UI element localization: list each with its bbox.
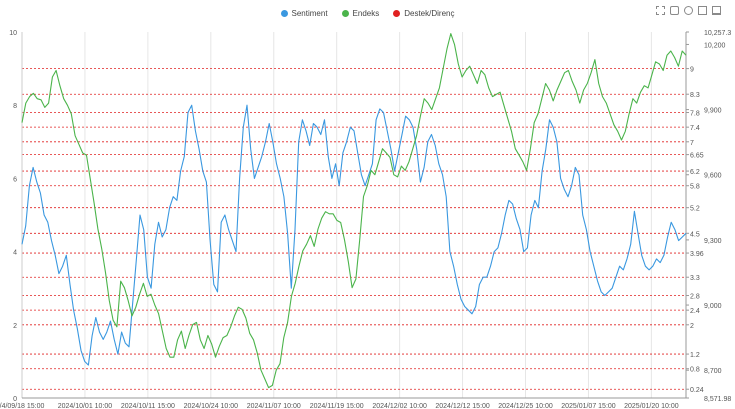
level-label: 4.5 [690, 231, 700, 238]
x-tick-label: 2024/12/25 10:00 [498, 403, 553, 409]
level-label: 5.2 [690, 206, 700, 213]
legend-marker-destek-direnc [393, 9, 401, 17]
y-right-tick-label: 8,571.98 [704, 396, 731, 403]
legend-marker-endeks [341, 9, 349, 17]
level-label: 7.8 [690, 111, 700, 118]
y-right-tick-label: 9,300 [704, 238, 722, 245]
y-left-tick-label: 2 [13, 323, 17, 330]
y-right-tick-label: 9,900 [704, 108, 722, 115]
y-right-tick-label: 10,200 [704, 42, 726, 49]
restore-icon[interactable] [684, 6, 693, 15]
level-label: 5.8 [690, 184, 700, 191]
level-label: 2.8 [690, 294, 700, 301]
x-tick-label: 2024/10/11 15:00 [121, 403, 175, 409]
x-tick-label: 2024/10/24 10:00 [184, 403, 239, 409]
legend-item-sentiment[interactable]: Sentiment [280, 6, 328, 20]
legend-label-sentiment: Sentiment [291, 8, 328, 18]
y-left-tick-label: 8 [13, 103, 17, 110]
save-image-icon[interactable] [712, 6, 721, 15]
y-left-tick-label: 4 [13, 250, 17, 257]
zoom-reset-icon[interactable] [670, 6, 679, 15]
level-label: 2 [690, 323, 694, 330]
x-tick-label: 2025/01/07 15:00 [561, 403, 616, 409]
x-tick-label: 2024/12/12 15:00 [435, 403, 490, 409]
series-line-endeks [21, 33, 687, 389]
y-right-tick-label: 9,000 [704, 303, 722, 310]
x-tick-label: 2025/01/20 10:00 [624, 403, 679, 409]
level-label: 0.24 [690, 387, 704, 394]
y-left-tick-label: 10 [9, 30, 17, 37]
y-left-tick-label: 0 [13, 396, 17, 403]
level-label: 1.2 [690, 352, 700, 359]
legend-marker-sentiment [280, 9, 288, 17]
y-right-tick-label: 10,257.3 [704, 30, 731, 37]
x-tick-label: 2024/11/07 10:00 [247, 403, 301, 409]
y-right-tick-label: 8,700 [704, 368, 722, 375]
y-left-tick-label: 6 [13, 176, 17, 183]
legend-item-endeks[interactable]: Endeks [341, 6, 380, 20]
legend-label-destek-direnc: Destek/Direnç [404, 8, 455, 18]
level-label: 0.8 [690, 367, 700, 374]
zoom-icon[interactable] [656, 6, 665, 15]
y-right-tick-label: 9,600 [704, 173, 722, 180]
toolbox [656, 6, 721, 15]
series-line-sentiment [21, 104, 687, 366]
x-tick-label: /4/09/18 15:00 [0, 403, 44, 409]
x-tick-label: 2024/11/19 15:00 [310, 403, 364, 409]
level-label: 9 [690, 67, 694, 74]
level-label: 8.3 [690, 92, 700, 99]
data-view-icon[interactable] [698, 6, 707, 15]
level-label: 7.4 [690, 125, 700, 132]
x-tick-label: 2024/10/01 10:00 [58, 403, 113, 409]
legend: Sentiment Endeks Destek/Direnç [0, 6, 735, 20]
legend-item-destek-direnc[interactable]: Destek/Direnç [393, 6, 454, 20]
level-label: 3.96 [690, 251, 704, 258]
legend-label-endeks: Endeks [352, 8, 380, 18]
level-label: 3.3 [690, 275, 700, 282]
level-label: 6.2 [690, 169, 700, 176]
level-label: 7 [690, 140, 694, 147]
level-label: 6.65 [690, 153, 704, 160]
x-tick-label: 2024/12/02 10:00 [372, 403, 427, 409]
level-label: 2.4 [690, 308, 700, 315]
